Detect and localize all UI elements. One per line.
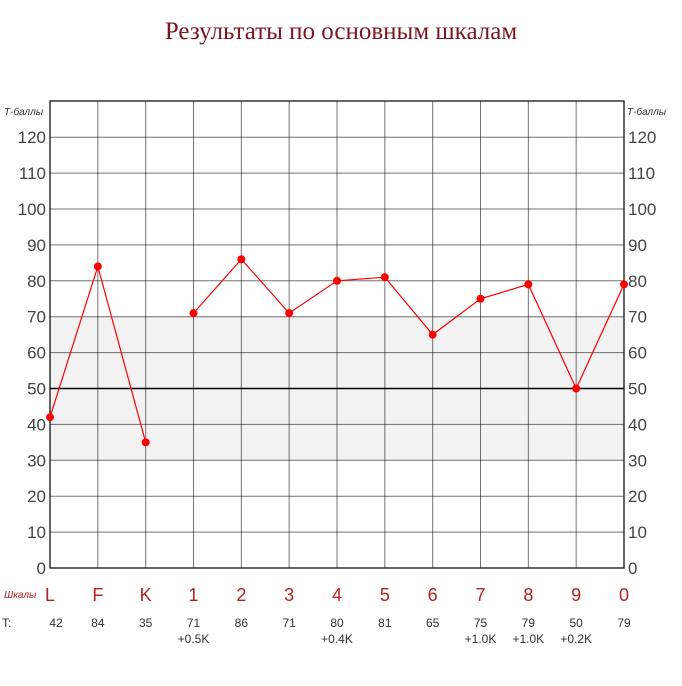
y-tick-label-right: 10 xyxy=(628,523,647,542)
x-category-label: 4 xyxy=(332,585,342,605)
y-tick-label-left: 40 xyxy=(27,415,46,434)
data-point-9 xyxy=(572,384,581,393)
t-score-correction: +1.0K xyxy=(465,632,497,646)
y-tick-label-right: 30 xyxy=(628,451,647,470)
t-score-value: 71 xyxy=(187,616,201,630)
y-tick-label-left: 70 xyxy=(27,308,46,327)
t-score-value: 80 xyxy=(330,616,344,630)
y-tick-label-left: 80 xyxy=(27,272,46,291)
y-tick-label-left: 50 xyxy=(27,380,46,399)
t-score-correction: +0.5K xyxy=(178,632,210,646)
x-category-label: 5 xyxy=(380,585,390,605)
x-category-label: K xyxy=(140,585,152,605)
y-tick-label-left: 60 xyxy=(27,344,46,363)
data-point-L xyxy=(46,413,54,422)
x-category-label: 1 xyxy=(188,585,198,605)
y-tick-label-right: 90 xyxy=(628,236,647,255)
y-tick-label-right: 20 xyxy=(628,487,647,506)
y-axis-label-left: Т-баллы xyxy=(4,106,44,118)
t-score-value: 42 xyxy=(49,616,63,630)
y-tick-label-left: 120 xyxy=(18,128,46,147)
y-tick-label-left: 20 xyxy=(27,487,46,506)
x-category-label: F xyxy=(92,585,103,605)
t-score-value: 79 xyxy=(522,616,536,630)
y-tick-label-right: 50 xyxy=(628,380,647,399)
y-tick-label-right: 60 xyxy=(628,344,647,363)
data-point-K xyxy=(141,438,150,447)
y-tick-label-right: 120 xyxy=(628,128,656,147)
x-category-label: 0 xyxy=(619,585,629,605)
x-category-label: 9 xyxy=(571,585,581,605)
data-point-6 xyxy=(428,330,437,339)
x-category-label: 7 xyxy=(475,585,485,605)
y-tick-label-right: 40 xyxy=(628,415,647,434)
data-point-5 xyxy=(380,273,389,282)
data-point-2 xyxy=(237,255,246,264)
t-score-value: 35 xyxy=(139,616,153,630)
t-score-value: 79 xyxy=(617,616,631,630)
data-point-3 xyxy=(285,309,294,318)
t-score-value: 84 xyxy=(91,616,105,630)
y-tick-label-left: 110 xyxy=(19,164,46,183)
plot-frame xyxy=(49,100,625,569)
series-line xyxy=(193,258,625,390)
y-tick-label-right: 0 xyxy=(628,559,637,578)
data-point-8 xyxy=(524,280,533,289)
data-point-1 xyxy=(189,309,198,318)
y-tick-label-left: 0 xyxy=(37,559,46,578)
x-category-label: 2 xyxy=(236,585,246,605)
t-score-correction: +0.4K xyxy=(321,632,353,646)
data-point-0 xyxy=(620,280,628,289)
t-score-correction: +1.0K xyxy=(512,632,544,646)
y-tick-label-right: 100 xyxy=(628,200,656,219)
data-point-4 xyxy=(333,276,341,285)
x-category-label: 6 xyxy=(428,585,438,605)
x-axis-label: Шкалы xyxy=(4,590,37,601)
y-axis-label-right: Т-баллы xyxy=(627,106,667,118)
t-score-value: 81 xyxy=(378,616,392,630)
t-row-label: T: xyxy=(2,616,11,630)
x-category-label: 3 xyxy=(284,585,294,605)
y-tick-label-right: 80 xyxy=(628,272,647,291)
data-point-7 xyxy=(476,294,485,303)
t-score-correction: +0.2K xyxy=(560,632,592,646)
t-score-value: 50 xyxy=(569,616,583,630)
y-tick-label-left: 30 xyxy=(27,451,46,470)
chart-title: Результаты по основным шкалам xyxy=(164,18,518,45)
y-tick-label-right: 70 xyxy=(628,308,647,327)
data-point-F xyxy=(93,262,102,271)
y-tick-label-left: 10 xyxy=(27,523,46,542)
x-category-label: L xyxy=(45,585,55,605)
y-tick-label-left: 90 xyxy=(27,236,46,255)
t-score-value: 75 xyxy=(474,616,488,630)
y-tick-label-right: 110 xyxy=(628,164,655,183)
t-score-value: 65 xyxy=(426,616,440,630)
t-score-value: 86 xyxy=(235,616,249,630)
x-category-label: 8 xyxy=(523,585,533,605)
t-score-value: 71 xyxy=(282,616,296,630)
y-tick-label-left: 100 xyxy=(18,200,46,219)
